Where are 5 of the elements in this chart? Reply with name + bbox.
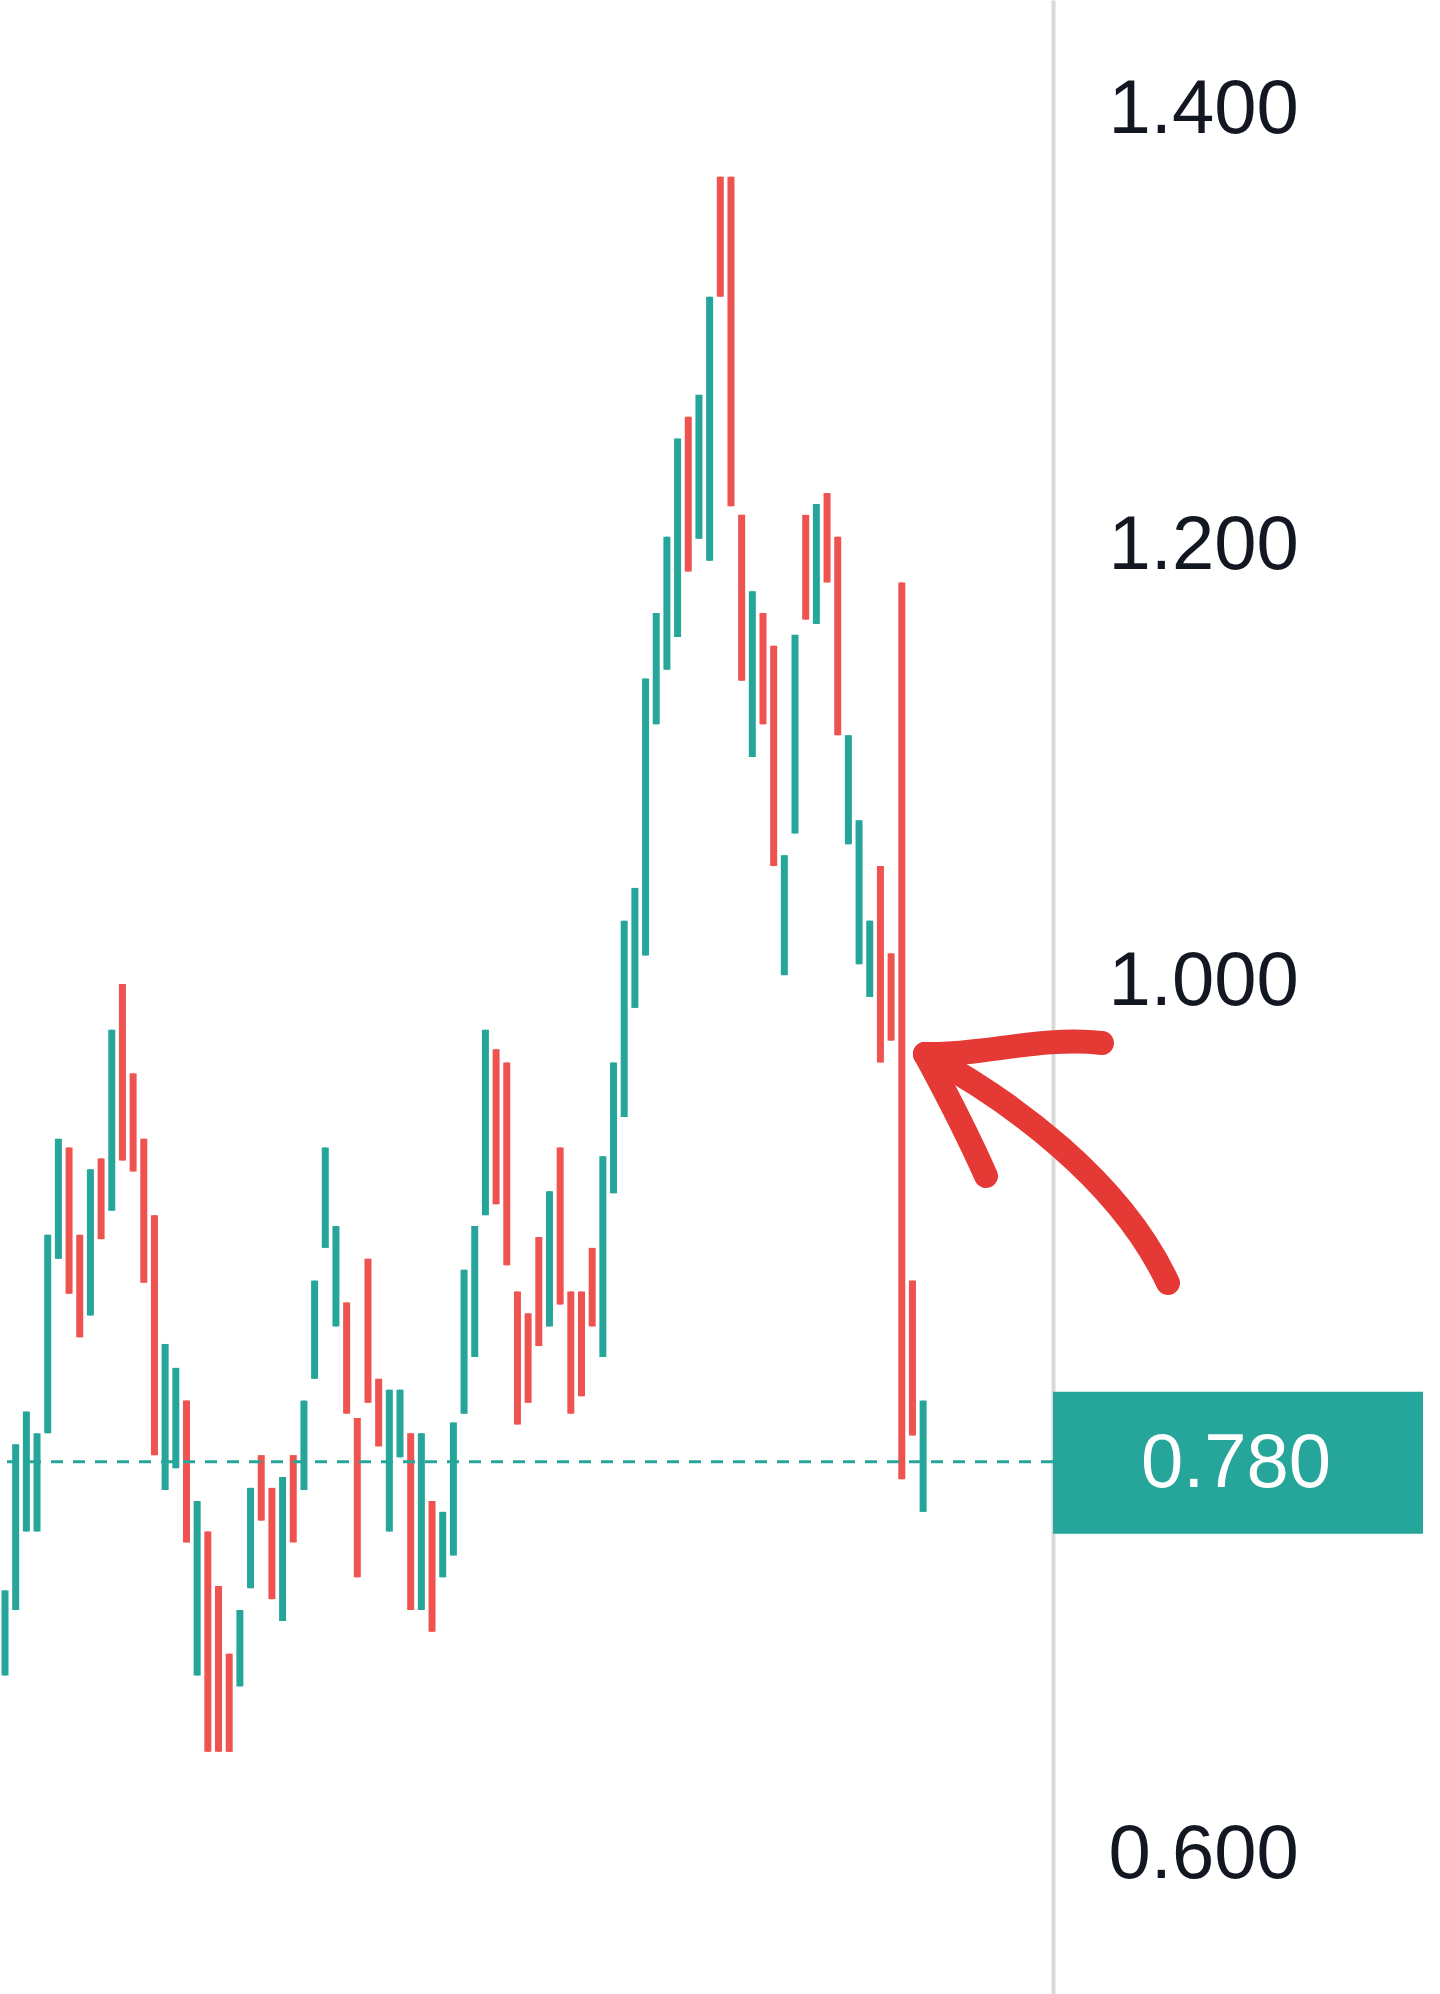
ref-line-label: 0.780 — [1140, 1417, 1332, 1503]
y-tick-label: 1.200 — [1108, 499, 1299, 585]
y-tick-label: 0.600 — [1108, 1808, 1299, 1894]
y-tick-label: 1.000 — [1108, 936, 1299, 1022]
y-tick-label: 1.400 — [1108, 63, 1299, 149]
